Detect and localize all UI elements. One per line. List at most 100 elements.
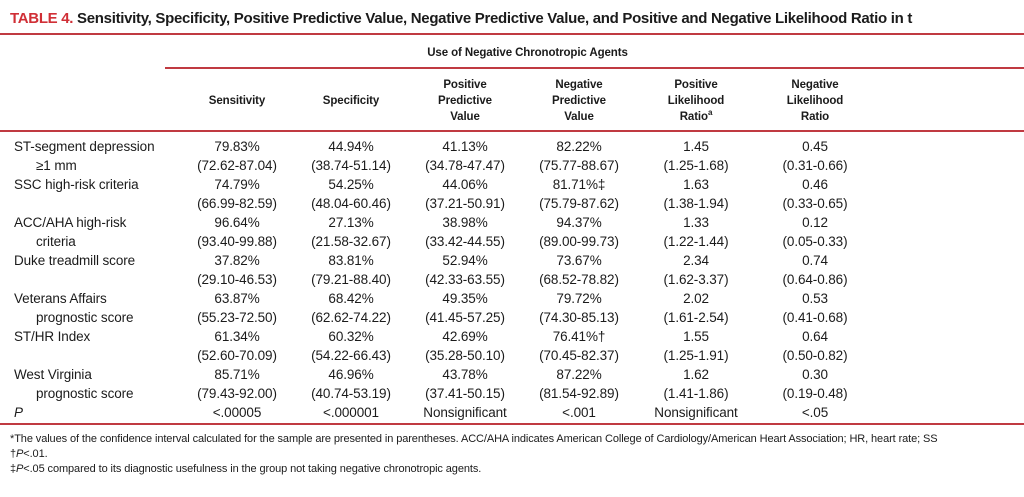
cell-value: 46.96%	[328, 367, 374, 382]
table-cell: 1.62 (1.41-1.86)	[637, 365, 755, 403]
cell-value: <.00005	[212, 405, 262, 420]
table-cell: 61.34% (52.60-70.09)	[181, 327, 293, 365]
table-cell: 0.64 (0.50-0.82)	[755, 327, 875, 365]
table-cell: 46.96% (40.74-53.19)	[293, 365, 409, 403]
row-label: ACC/AHA high-risk	[14, 215, 127, 230]
row-label: ST-segment depression	[14, 139, 155, 154]
cell-value: 2.02	[683, 291, 709, 306]
cell-value: 1.33	[683, 215, 709, 230]
spanner-label: Use of Negative Chronotropic Agents	[427, 47, 628, 59]
cell-value: 0.45	[802, 139, 828, 154]
row-filler	[875, 213, 1024, 251]
cell-value: 0.30	[802, 367, 828, 382]
table-cell: 1.55 (1.25-1.91)	[637, 327, 755, 365]
footnote-marker: a	[707, 108, 713, 118]
row-stub: ST-segment depression ≥1 mm	[0, 137, 181, 175]
cell-value: 27.13%	[328, 215, 374, 230]
cell-value: 43.78%	[442, 367, 488, 382]
table-cell: 0.74 (0.64-0.86)	[755, 251, 875, 289]
table-cell: 85.71% (79.43-92.00)	[181, 365, 293, 403]
horizontal-rule	[0, 33, 1024, 35]
cell-confidence-interval: (1.25-1.91)	[663, 348, 729, 363]
table-cell: 73.67% (68.52-78.82)	[521, 251, 637, 289]
column-header-row: Sensitivity Specificity Positive Predictive…	[0, 74, 1024, 128]
cell-confidence-interval: (1.38-1.94)	[663, 196, 729, 211]
table-cell: 38.98% (33.42-44.55)	[409, 213, 521, 251]
cell-confidence-interval: (68.52-78.82)	[539, 272, 619, 287]
table-cell: 76.41%† (70.45-82.37)	[521, 327, 637, 365]
table-cell: 54.25% (48.04-60.46)	[293, 175, 409, 213]
table-cell: 0.46 (0.33-0.65)	[755, 175, 875, 213]
cell-value: 44.94%	[328, 139, 374, 154]
cell-confidence-interval: (79.43-92.00)	[197, 386, 277, 401]
cell-confidence-interval: (29.10-46.53)	[197, 272, 277, 287]
row-label-continuation	[0, 194, 181, 213]
cell-value: 79.83%	[214, 139, 260, 154]
column-header: Specificity	[322, 95, 380, 107]
cell-value: 41.13%	[442, 139, 488, 154]
horizontal-rule	[0, 423, 1024, 425]
table-cell: 44.06% (37.21-50.91)	[409, 175, 521, 213]
table-cell: 49.35% (41.45-57.25)	[409, 289, 521, 327]
cell-value: 79.72%	[556, 291, 602, 306]
table-cell: 0.45 (0.31-0.66)	[755, 137, 875, 175]
cell-value: Nonsignificant	[654, 405, 738, 420]
row-label-continuation	[0, 270, 181, 289]
table-cell: <.05	[755, 403, 875, 422]
table-cell: 2.02 (1.61-2.54)	[637, 289, 755, 327]
cell-value: 61.34%	[214, 329, 260, 344]
table-cell: 81.71%‡ (75.79-87.62)	[521, 175, 637, 213]
cell-value: 2.34	[683, 253, 709, 268]
cell-confidence-interval: (38.74-51.14)	[311, 158, 391, 173]
row-stub: Veterans Affairs prognostic score	[0, 289, 181, 327]
cell-value: 52.94%	[442, 253, 488, 268]
cell-confidence-interval: (0.05-0.33)	[782, 234, 848, 249]
cell-value: 81.71%‡	[552, 177, 606, 192]
footnote-marker: *	[10, 433, 15, 445]
cell-confidence-interval: (37.21-50.91)	[425, 196, 505, 211]
cell-value: 96.64%	[214, 215, 260, 230]
table-row: ST-segment depression ≥1 mm 79.83% (72.62-8…	[0, 137, 1024, 175]
cell-confidence-interval: (42.33-63.55)	[425, 272, 505, 287]
table-cell: 37.82% (29.10-46.53)	[181, 251, 293, 289]
table-cell: <.00005	[181, 403, 293, 422]
cell-value: 49.35%	[442, 291, 488, 306]
cell-confidence-interval: (66.99-82.59)	[197, 196, 277, 211]
row-label: Duke treadmill score	[14, 253, 136, 268]
table-cell: 1.33 (1.22-1.44)	[637, 213, 755, 251]
cell-confidence-interval: (33.42-44.55)	[425, 234, 505, 249]
cell-confidence-interval: (41.45-57.25)	[425, 310, 505, 325]
row-label-continuation: prognostic score	[36, 386, 134, 401]
cell-value: <.05	[801, 405, 829, 420]
table-cell: 74.79% (66.99-82.59)	[181, 175, 293, 213]
cell-value: Nonsignificant	[423, 405, 507, 420]
footnote: ‡P<.05 compared to its diagnostic useful…	[10, 463, 482, 475]
column-header: Negative Predictive Value	[552, 79, 606, 123]
cell-confidence-interval: (0.64-0.86)	[782, 272, 848, 287]
header-filler	[875, 74, 1024, 128]
table-body: ST-segment depression ≥1 mm 79.83% (72.62-8…	[0, 137, 1024, 422]
table-cell: 60.32% (54.22-66.43)	[293, 327, 409, 365]
cell-confidence-interval: (37.41-50.15)	[425, 386, 505, 401]
table-cell: 52.94% (42.33-63.55)	[409, 251, 521, 289]
cell-confidence-interval: (55.23-72.50)	[197, 310, 277, 325]
table-cell: 68.42% (62.62-74.22)	[293, 289, 409, 327]
cell-confidence-interval: (79.21-88.40)	[311, 272, 391, 287]
cell-confidence-interval: (35.28-50.10)	[425, 348, 505, 363]
table-cell: 0.53 (0.41-0.68)	[755, 289, 875, 327]
cell-confidence-interval: (89.00-99.73)	[539, 234, 619, 249]
spanner-rule	[165, 67, 1024, 69]
horizontal-rule	[0, 130, 1024, 132]
cell-confidence-interval: (70.45-82.37)	[539, 348, 619, 363]
cell-value: 76.41%†	[552, 329, 606, 344]
cell-confidence-interval: (0.31-0.66)	[782, 158, 848, 173]
cell-value: 68.42%	[328, 291, 374, 306]
row-filler	[875, 403, 1024, 422]
column-header: Positive Likelihood Ratioa	[667, 79, 725, 123]
cell-confidence-interval: (1.22-1.44)	[663, 234, 729, 249]
table-cell: 87.22% (81.54-92.89)	[521, 365, 637, 403]
cell-value: 74.79%	[214, 177, 260, 192]
cell-confidence-interval: (21.58-32.67)	[311, 234, 391, 249]
row-label: P	[14, 405, 23, 420]
